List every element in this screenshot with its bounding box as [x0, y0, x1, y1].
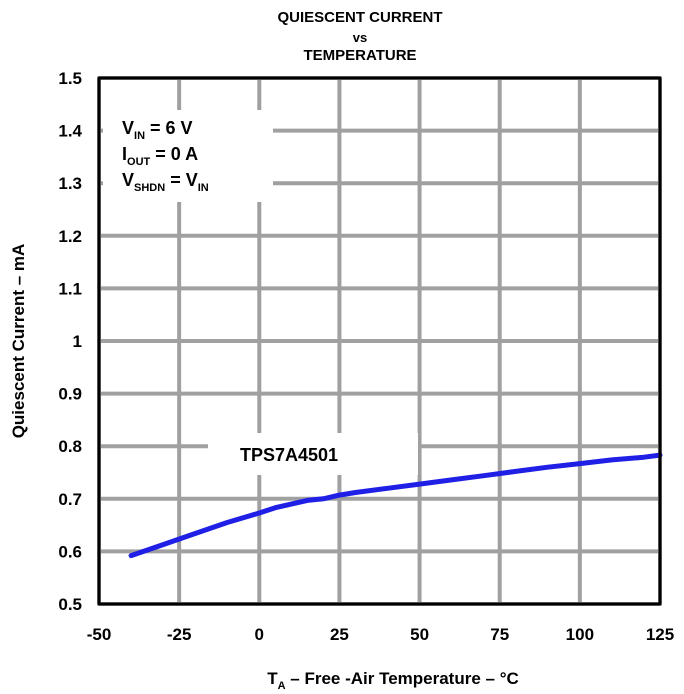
chart-title-line-1: QUIESCENT CURRENT [277, 9, 442, 26]
x-tick-label: 75 [490, 625, 509, 644]
x-tick-label: -25 [167, 625, 192, 644]
x-axis-label-text: TA – Free -Air Temperature – °C [267, 669, 519, 692]
x-tick-label: 25 [330, 625, 349, 644]
tick-labels: -50 -25 0 25 50 75 100 125 0.5 0.6 0.7 0.8 0.9 1 1.1 1.… [58, 69, 674, 644]
plot-frame [97, 76, 662, 606]
condition-line: VSHDN = VIN [122, 170, 209, 194]
x-axis-label: TA – Free -Air Temperature – °C [267, 669, 519, 692]
series-label: TPS7A4501 [240, 445, 338, 465]
grid [97, 76, 662, 606]
y-tick-label: 0.9 [58, 385, 82, 404]
x-tick-label: 125 [646, 625, 674, 644]
x-tick-label: -50 [87, 625, 112, 644]
y-tick-label: 0.6 [58, 542, 82, 561]
y-tick-label: 1.3 [58, 174, 82, 193]
y-tick-label: 1.1 [58, 279, 82, 298]
series-line [128, 452, 663, 559]
y-tick-label: 0.8 [58, 437, 82, 456]
chart-title-line-2: vs [353, 30, 367, 45]
x-tick-label: 50 [410, 625, 429, 644]
y-tick-label: 1.5 [58, 69, 82, 88]
x-tick-label: 0 [255, 625, 264, 644]
y-tick-label: 1.2 [58, 227, 82, 246]
condition-line: VIN = 6 V [122, 118, 193, 142]
condition-line: IOUT = 0 A [122, 144, 198, 168]
y-tick-label: 1.4 [58, 122, 82, 141]
y-tick-label: 0.7 [58, 490, 82, 509]
y-tick-label: 0.5 [58, 595, 82, 614]
y-tick-label: 1 [73, 332, 82, 351]
series-label-box [208, 433, 418, 475]
conditions-box [103, 110, 273, 202]
x-tick-label: 100 [566, 625, 594, 644]
chart-title-line-3: TEMPERATURE [303, 47, 416, 64]
y-axis-label: Quiescent Current – mA [9, 244, 28, 439]
